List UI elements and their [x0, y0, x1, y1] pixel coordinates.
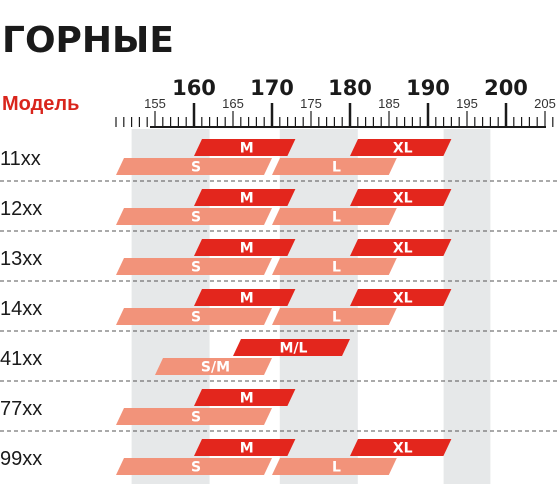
- shaded-bands: [131, 129, 491, 484]
- size-bar-s-m: [155, 358, 272, 375]
- model-row-11xx: 11xx S M L XL: [0, 139, 560, 182]
- tick-label-major: 200: [484, 76, 528, 100]
- size-label: M: [240, 391, 254, 407]
- size-label: XL: [393, 291, 413, 307]
- size-bar-xl: [350, 139, 452, 156]
- size-label: S: [191, 310, 201, 326]
- tick-label-minor: 185: [378, 96, 400, 111]
- tick-label-major: 160: [172, 76, 216, 100]
- size-label: XL: [393, 191, 413, 207]
- size-label: M: [240, 291, 254, 307]
- size-bar-m-l: [233, 339, 350, 356]
- size-label: M/L: [280, 341, 308, 357]
- model-name: 14xx: [0, 298, 42, 320]
- size-bar-m: [194, 289, 296, 306]
- size-label: XL: [393, 241, 413, 257]
- size-bar-l: [272, 458, 397, 475]
- size-label: M: [240, 141, 254, 157]
- model-row-14xx: 14xx S M L XL: [0, 289, 560, 332]
- size-bar-xl: [350, 439, 452, 456]
- model-row-77xx: 77xx S M: [0, 389, 560, 432]
- size-label: L: [332, 460, 341, 476]
- size-label: S: [191, 160, 201, 176]
- size-label: L: [332, 310, 341, 326]
- size-bar-m: [194, 189, 296, 206]
- model-name: 12xx: [0, 198, 42, 220]
- shaded-band-1: [279, 129, 358, 484]
- tick-label-minor: 175: [300, 96, 322, 111]
- model-name: 11xx: [0, 148, 41, 170]
- size-label: S: [191, 410, 201, 426]
- size-bar-l: [272, 258, 397, 275]
- size-bar-m: [194, 439, 296, 456]
- tick-label-major: 170: [250, 76, 294, 100]
- size-bar-xl: [350, 239, 452, 256]
- tick-label-major: 190: [406, 76, 450, 100]
- size-bar-s: [116, 408, 272, 425]
- chart-rows: 11xx S M L XL 12xx S M L XL 13xx S M L XL 14xx S M L XL 41xx…: [0, 139, 560, 476]
- size-label: M: [240, 241, 254, 257]
- size-label: L: [332, 260, 341, 276]
- model-row-12xx: 12xx S M L XL: [0, 189, 560, 232]
- size-label: M: [240, 441, 254, 457]
- size-bar-s: [116, 458, 272, 475]
- size-label: S: [191, 460, 201, 476]
- size-label: S/M: [201, 360, 230, 376]
- model-row-13xx: 13xx S M L XL: [0, 239, 560, 282]
- shaded-band-2: [443, 129, 491, 484]
- size-bar-s: [116, 258, 272, 275]
- size-label: L: [332, 210, 341, 226]
- model-name: 77xx: [0, 398, 42, 420]
- size-bar-s: [116, 208, 272, 225]
- size-bar-s: [116, 308, 272, 325]
- size-bar-xl: [350, 289, 452, 306]
- tick-label-minor: 205: [534, 96, 556, 111]
- model-name: 41xx: [0, 348, 42, 370]
- size-bar-l: [272, 308, 397, 325]
- tick-label-minor: 165: [222, 96, 244, 111]
- tick-label-minor: 155: [144, 96, 166, 111]
- size-bar-l: [272, 208, 397, 225]
- model-row-99xx: 99xx S M L XL: [0, 439, 452, 476]
- tick-label-major: 180: [328, 76, 372, 100]
- size-bar-s: [116, 158, 272, 175]
- size-label: L: [332, 160, 341, 176]
- model-column-header: Модель: [2, 93, 79, 115]
- model-row-41xx: 41xx S/M M/L: [0, 339, 560, 382]
- size-label: S: [191, 260, 201, 276]
- size-bar-m: [194, 239, 296, 256]
- model-name: 13xx: [0, 248, 42, 270]
- chart-title: ГОРНЫЕ: [2, 20, 174, 61]
- tick-label-minor: 195: [456, 96, 478, 111]
- size-label: S: [191, 210, 201, 226]
- model-name: 99xx: [0, 448, 42, 470]
- height-axis: 160 170 180 190 200 155 165 175 185 195 205: [115, 76, 556, 128]
- size-bar-m: [194, 139, 296, 156]
- size-bar-m: [194, 389, 296, 406]
- size-label: XL: [393, 141, 413, 157]
- size-label: M: [240, 191, 254, 207]
- size-bar-l: [272, 158, 397, 175]
- size-bar-xl: [350, 189, 452, 206]
- size-label: XL: [393, 441, 413, 457]
